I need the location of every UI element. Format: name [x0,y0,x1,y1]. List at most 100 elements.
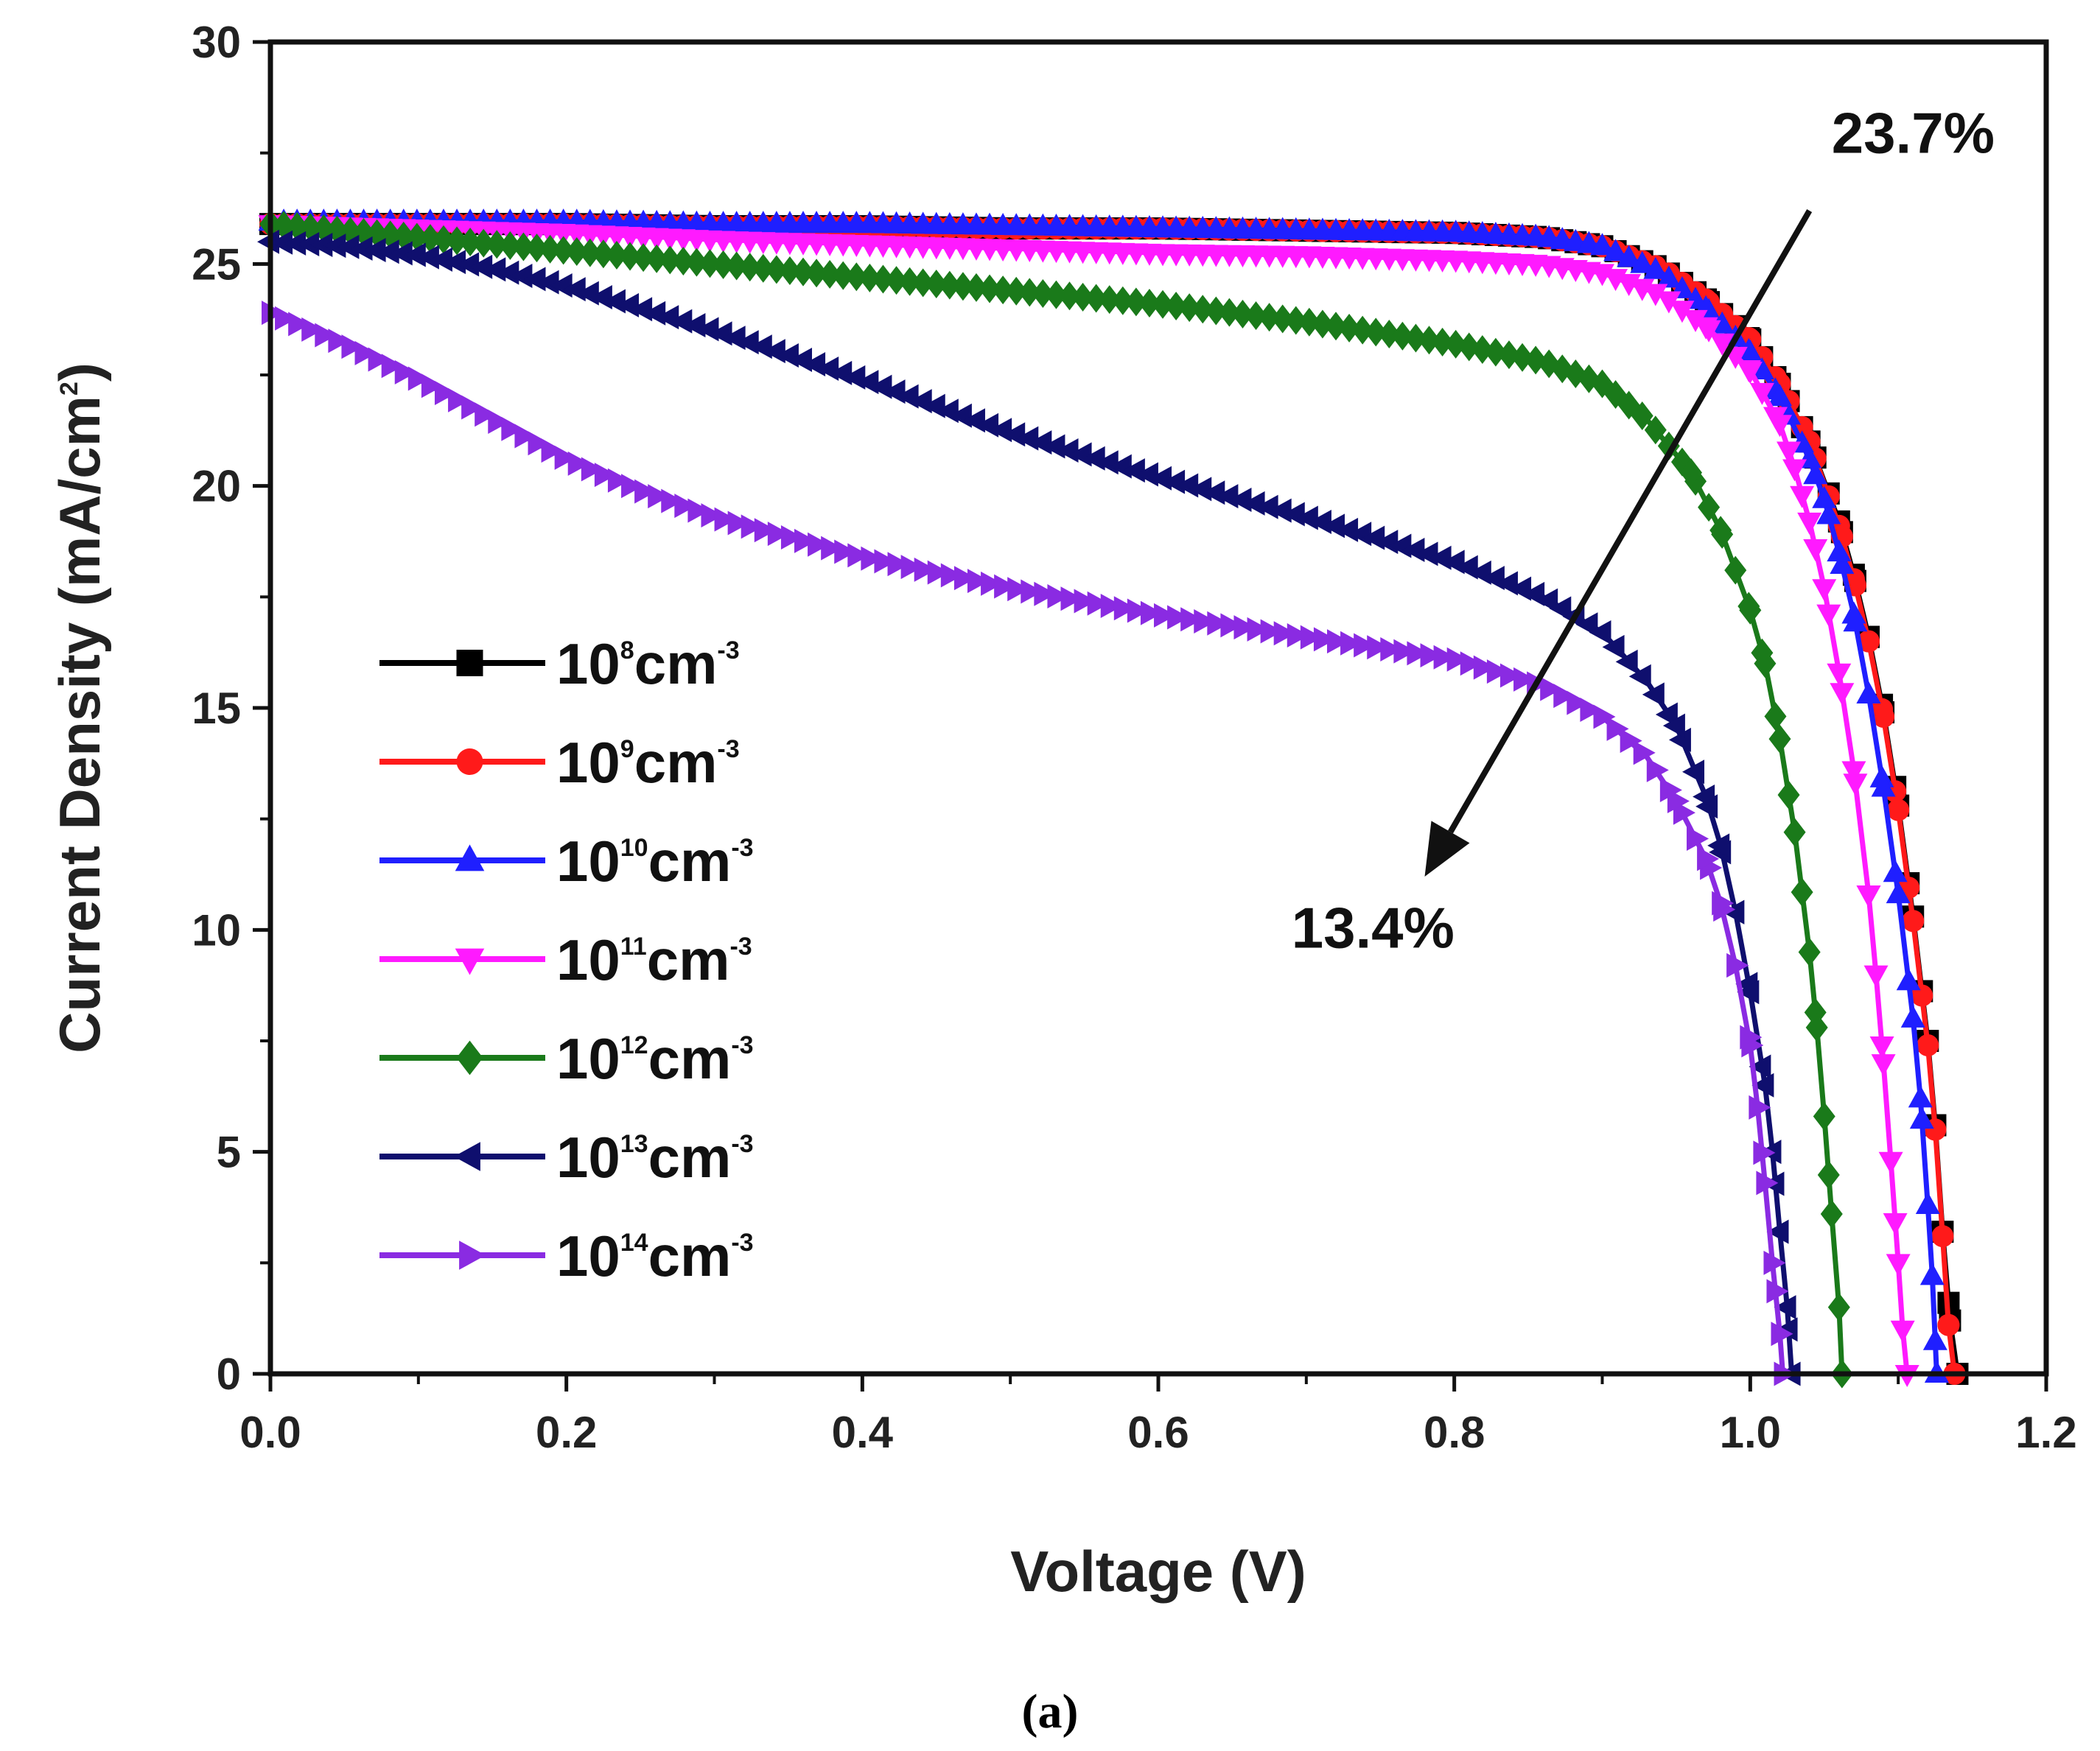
legend-unit: cm [634,631,718,696]
data-point [861,546,883,571]
data-point [337,234,360,259]
data-point [1883,860,1908,882]
y-tick-label: 25 [192,239,241,289]
data-point [1018,278,1041,307]
data-point [1402,537,1425,562]
data-point [1698,493,1721,522]
data-point [1391,321,1414,351]
data-point [1896,968,1921,991]
data-point [1656,265,1681,288]
legend-exponent: 12 [620,1031,648,1059]
legend-base: 10 [556,829,620,894]
data-point [648,484,671,509]
data-point [1154,603,1177,628]
data-point [1931,1225,1954,1248]
data-point [483,257,506,282]
data-point [470,254,493,279]
data-point [792,257,814,287]
data-point [323,234,346,259]
legend-exponent: 11 [620,933,647,961]
data-point [661,488,684,513]
data-point [541,438,564,463]
data-point [1484,337,1507,367]
data-point [1919,1263,1945,1285]
data-point [701,503,724,528]
data-point [1791,877,1813,907]
legend-item: 108cm-3 [379,631,740,696]
data-point [501,416,524,441]
data-point [630,297,653,322]
data-point [1630,250,1655,273]
data-point [1771,1322,1793,1347]
data-point [341,334,364,359]
data-point [607,468,630,493]
data-point [1783,818,1806,847]
data-point [1668,727,1691,752]
data-point [1915,1191,1940,1214]
data-point [1273,621,1296,646]
data-point [1871,1054,1896,1077]
x-tick-label: 0.0 [239,1408,301,1457]
data-point [446,226,469,256]
data-point [1098,285,1121,315]
data-point [1827,539,1852,562]
data-point [567,451,590,476]
data-point [1709,516,1732,545]
data-point [725,251,748,281]
data-point [1149,466,1172,491]
annotation-arrow-shaft [1448,209,1813,834]
data-point [1111,286,1134,315]
data-point [767,522,790,547]
data-point [1712,891,1735,916]
data-point [1404,323,1427,353]
legend-label: 109cm-3 [556,730,740,795]
data-point [1140,600,1163,625]
data-point [819,259,841,289]
data-point [1271,304,1294,334]
series-10-12 [259,209,1853,1389]
legend-unit-exponent: -3 [731,1229,753,1257]
legend-label: 1012cm-3 [556,1026,754,1091]
data-point [1798,937,1821,966]
data-point [619,242,642,271]
data-point [315,323,337,348]
data-point [1642,682,1665,707]
data-point [979,274,1001,303]
data-point [1152,290,1175,319]
data-point [512,232,535,262]
legend-marker [456,650,483,676]
data-point [510,263,533,288]
legend-marker [455,948,485,975]
data-point [461,395,484,420]
data-point [754,518,777,543]
data-point [1082,446,1105,471]
y-tick-label: 10 [192,905,241,955]
data-point [1693,317,1718,340]
legend-item: 1011cm-3 [379,927,752,992]
data-point [1311,309,1334,339]
data-point [1753,1140,1776,1165]
data-point [621,474,644,499]
data-point [953,566,976,591]
data-point [741,514,763,539]
data-point [898,267,921,296]
data-point [350,236,373,261]
data-point [1376,530,1399,555]
data-point [1189,477,1212,502]
data-point [1327,629,1349,654]
data-point [1670,301,1695,323]
data-point [1446,647,1469,672]
y-tick-label: 0 [217,1350,241,1399]
data-point [1460,651,1483,676]
data-point [1513,667,1536,692]
data-point [1034,581,1057,606]
data-point [1536,588,1558,613]
data-point [1872,706,1895,729]
data-point [858,263,881,292]
figure-caption: (a) [1022,1685,1079,1738]
annotation-arrow-group [1424,209,1813,877]
data-point [1805,1013,1828,1042]
data-point [727,510,750,536]
data-point [1540,676,1563,701]
legend-unit: cm [648,1224,732,1288]
